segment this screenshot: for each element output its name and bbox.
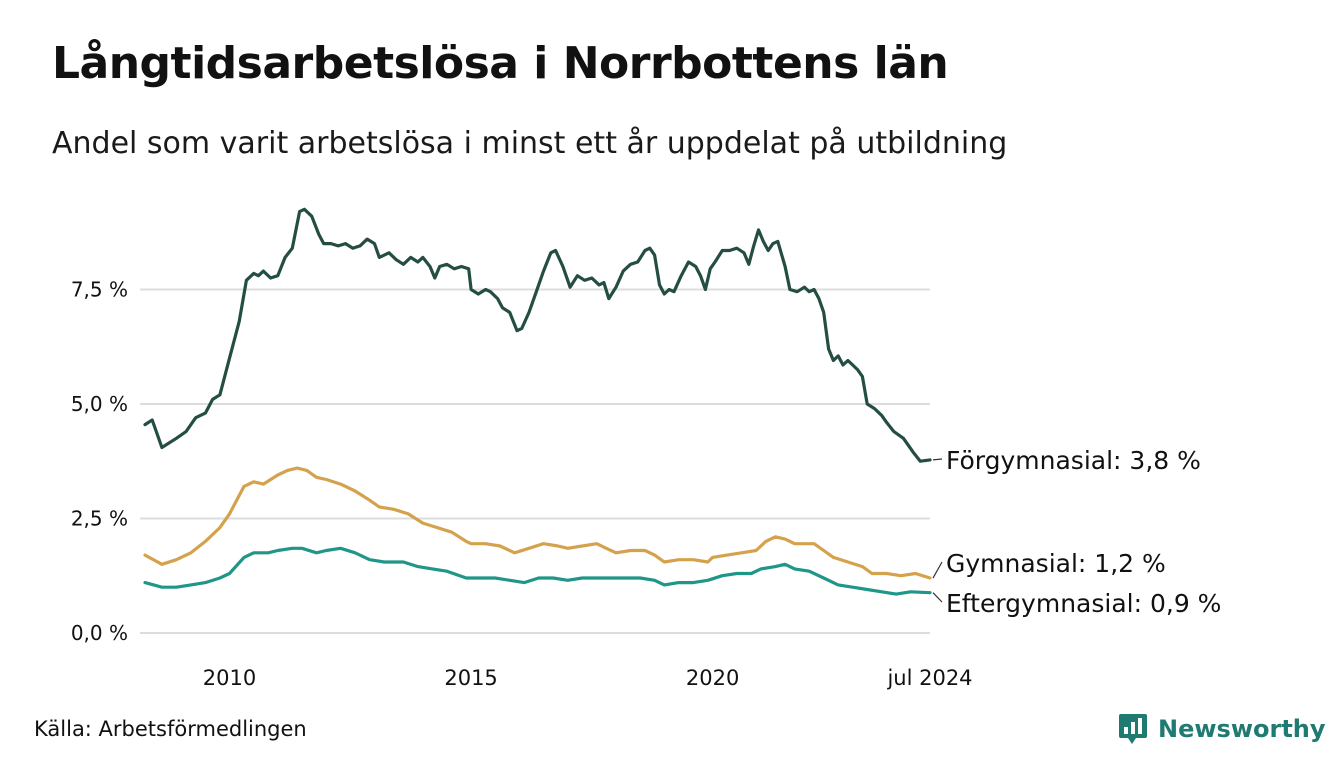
series-end-label: Gymnasial: 1,2 % [946, 549, 1166, 578]
x-tick-label: 2015 [444, 666, 497, 690]
series-line-eftergymnasial [143, 546, 932, 596]
y-tick-label: 5,0 % [71, 392, 128, 416]
brand-logo: Newsworthy [1118, 713, 1326, 745]
chart-title: Långtidsarbetslösa i Norrbottens län [52, 38, 949, 89]
source-note: Källa: Arbetsförmedlingen [34, 717, 307, 741]
x-tick-label: jul 2024 [886, 666, 972, 690]
label-leader-line [932, 561, 943, 579]
x-tick-label: 2010 [203, 666, 256, 690]
series-line-förgymnasial [143, 207, 932, 463]
y-tick-label: 0,0 % [71, 621, 128, 645]
y-tick-label: 7,5 % [71, 277, 128, 301]
chart-subtitle: Andel som varit arbetslösa i minst ett å… [52, 126, 1008, 161]
series-end-label: Förgymnasial: 3,8 % [946, 446, 1201, 475]
label-leader-line [932, 458, 943, 461]
y-tick-label: 2,5 % [71, 506, 128, 530]
x-tick-label: 2020 [686, 666, 739, 690]
bar-chart-bubble-icon [1119, 714, 1147, 744]
series-line-gymnasial [143, 466, 932, 580]
label-leader-line [932, 592, 943, 603]
brand-name: Newsworthy [1158, 715, 1326, 743]
series-end-label: Eftergymnasial: 0,9 % [946, 589, 1221, 618]
